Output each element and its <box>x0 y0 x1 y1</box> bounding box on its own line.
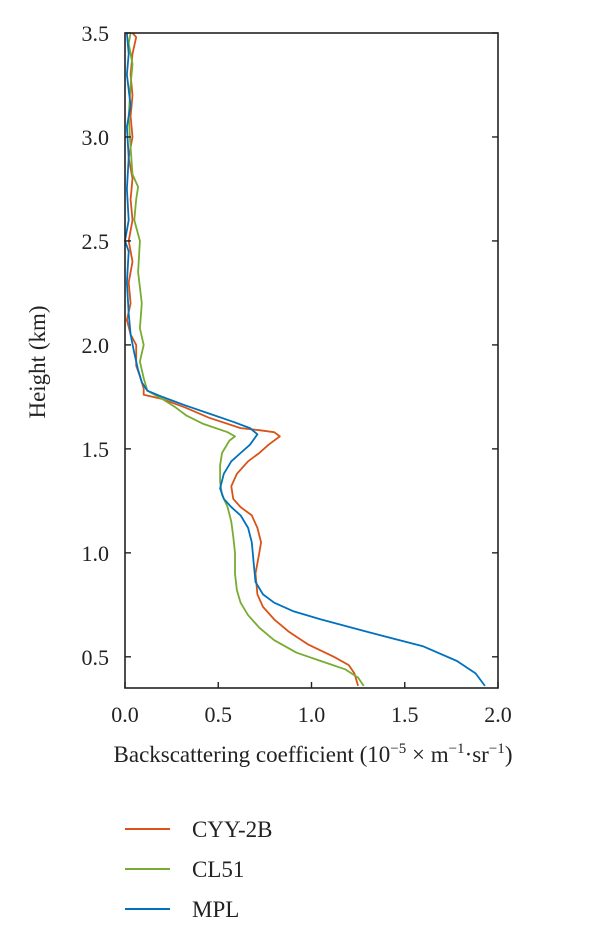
x-tick-label: 1.5 <box>391 702 419 727</box>
x-tick-label: 0.5 <box>205 702 233 727</box>
x-axis: 0.0 0.5 1.0 1.5 2.0 <box>111 682 512 727</box>
x-axis-title-part3: ·sr <box>465 742 490 767</box>
x-axis-title-part4: ) <box>505 742 513 767</box>
y-tick-label: 0.5 <box>82 645 110 670</box>
y-axis-title: Height (km) <box>25 305 50 418</box>
y-tick-label: 3.5 <box>82 21 110 46</box>
x-tick-label: 2.0 <box>484 702 512 727</box>
x-axis-title-exp2: −1 <box>449 741 465 757</box>
y-tick-label: 1.0 <box>82 541 110 566</box>
y-tick-label: 3.0 <box>82 125 110 150</box>
x-tick-label: 1.0 <box>298 702 326 727</box>
legend-label: CL51 <box>192 857 244 882</box>
x-axis-title: Backscattering coefficient (10−5 × m−1·s… <box>114 741 513 767</box>
legend-label: MPL <box>192 897 239 922</box>
legend: CYY-2B CL51 MPL <box>125 817 273 922</box>
plot-area <box>124 32 486 687</box>
y-tick-label: 2.0 <box>82 333 110 358</box>
series-line-cyy-2b <box>126 32 359 687</box>
plot-frame <box>124 32 499 689</box>
y-axis: 0.5 1.0 1.5 2.0 2.5 3.0 3.5 <box>82 21 498 670</box>
x-axis-title-part1: Backscattering coefficient (10 <box>114 742 391 767</box>
x-axis-title-part2: × m <box>406 742 448 767</box>
x-axis-title-exp3: −1 <box>489 741 505 757</box>
x-axis-title-exp1: −5 <box>390 741 406 757</box>
y-tick-label: 1.5 <box>82 437 110 462</box>
series-line-cl51 <box>127 32 365 687</box>
y-tick-label: 2.5 <box>82 229 110 254</box>
legend-label: CYY-2B <box>192 817 273 842</box>
series-line-mpl <box>124 32 486 687</box>
x-tick-label: 0.0 <box>111 702 139 727</box>
